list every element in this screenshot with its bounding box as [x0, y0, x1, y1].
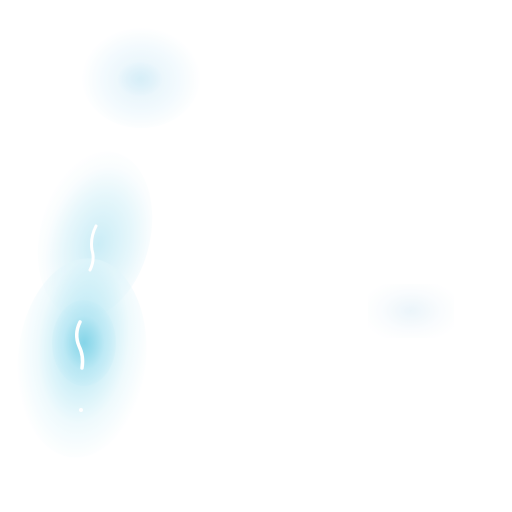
faint-smudge-right: [368, 284, 454, 338]
light-streak-lower: [75, 320, 85, 370]
light-dot: [79, 408, 83, 412]
cyan-light-plume-core: [52, 300, 116, 386]
light-streak-upper: [88, 224, 98, 272]
soft-glow-halo-core: [118, 62, 162, 96]
